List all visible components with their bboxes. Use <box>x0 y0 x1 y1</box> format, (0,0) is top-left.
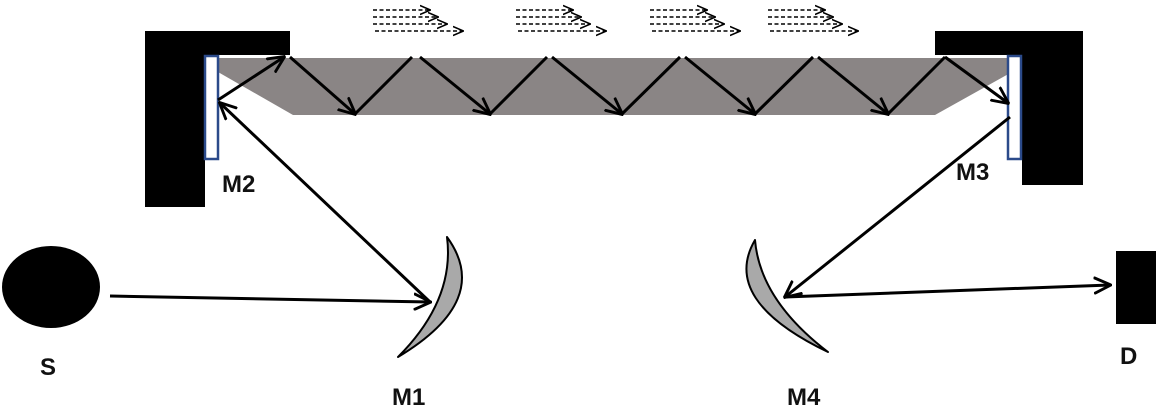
mirror-m3-plate <box>1006 54 1023 161</box>
beam-m4-to-detector <box>784 285 1110 299</box>
label-s: S <box>40 354 56 381</box>
mirror-m2-plate <box>203 54 220 161</box>
label-m2: M2 <box>222 171 255 198</box>
multipass-beam <box>217 57 1008 114</box>
flow-arrows <box>373 10 858 31</box>
left-mirror-holder <box>145 31 290 207</box>
beam-source-to-m1 <box>109 296 430 302</box>
light-source <box>2 246 100 328</box>
mirror-m1 <box>397 236 463 358</box>
beam-path <box>109 103 1110 304</box>
label-m1: M1 <box>392 384 425 411</box>
label-d: D <box>1120 343 1137 370</box>
detector <box>1116 251 1156 324</box>
flow-arrow-group-2 <box>516 10 606 31</box>
flow-arrow-group-1 <box>373 10 463 31</box>
label-m3: M3 <box>956 159 989 186</box>
beam-m3-to-m4 <box>785 115 1011 297</box>
right-mirror-holder <box>935 31 1083 185</box>
flow-arrow-group-4 <box>768 10 858 31</box>
sample-cell <box>218 58 1012 115</box>
flow-arrow-group-3 <box>650 10 740 31</box>
label-m4: M4 <box>787 384 821 411</box>
mirror-m4 <box>745 239 829 353</box>
beam-m1-to-m2 <box>220 103 432 304</box>
